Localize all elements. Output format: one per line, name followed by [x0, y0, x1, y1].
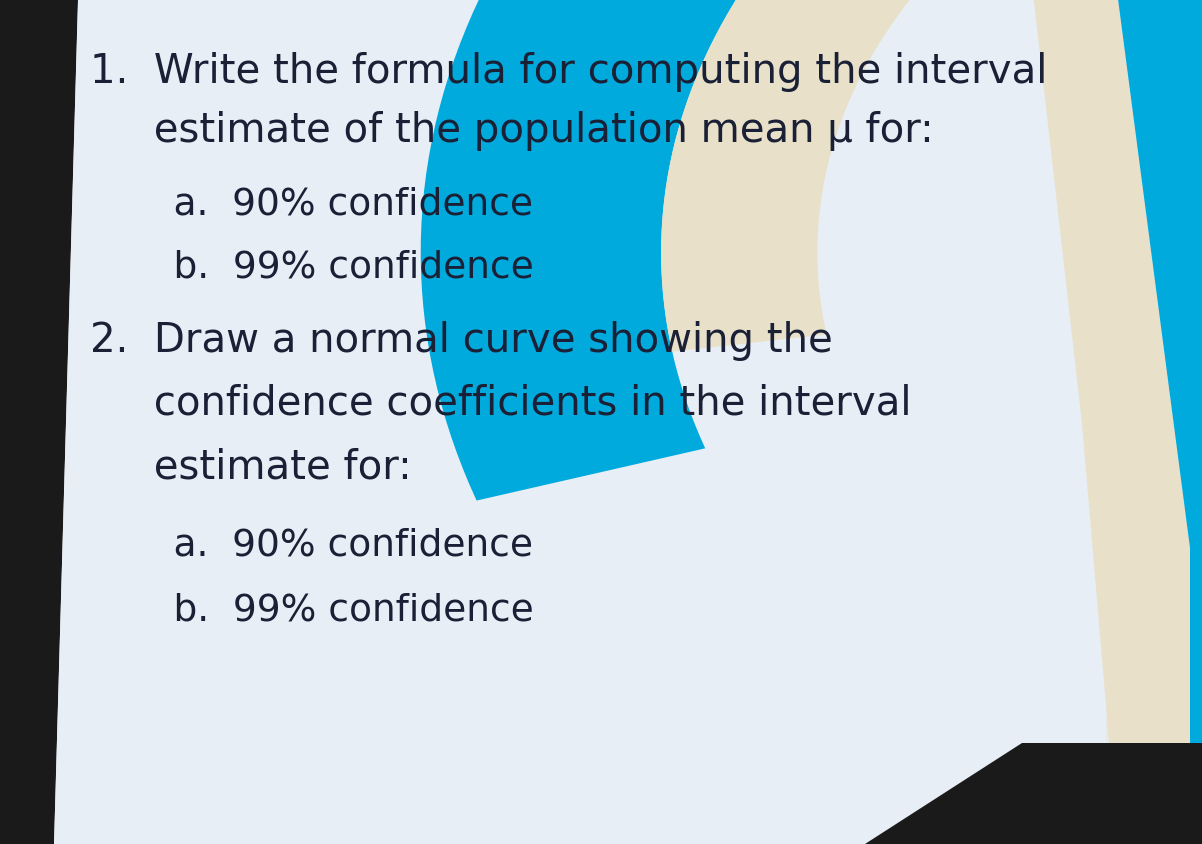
- Polygon shape: [661, 0, 1202, 352]
- Polygon shape: [1034, 0, 1190, 844]
- Text: a.  90% confidence: a. 90% confidence: [126, 187, 534, 222]
- Text: estimate of the population mean μ for:: estimate of the population mean μ for:: [90, 111, 934, 151]
- Text: 1.  Write the formula for computing the interval: 1. Write the formula for computing the i…: [90, 51, 1047, 92]
- Text: estimate for:: estimate for:: [90, 446, 412, 487]
- Text: b.  99% confidence: b. 99% confidence: [126, 592, 534, 627]
- Polygon shape: [0, 0, 78, 844]
- Text: 2.  Draw a normal curve showing the: 2. Draw a normal curve showing the: [90, 320, 833, 360]
- Polygon shape: [865, 743, 1202, 844]
- Text: a.  90% confidence: a. 90% confidence: [126, 527, 534, 562]
- Text: confidence coefficients in the interval: confidence coefficients in the interval: [90, 383, 911, 424]
- Text: b.  99% confidence: b. 99% confidence: [126, 250, 534, 285]
- Polygon shape: [421, 0, 1202, 501]
- Polygon shape: [1118, 0, 1202, 844]
- Polygon shape: [54, 0, 1106, 844]
